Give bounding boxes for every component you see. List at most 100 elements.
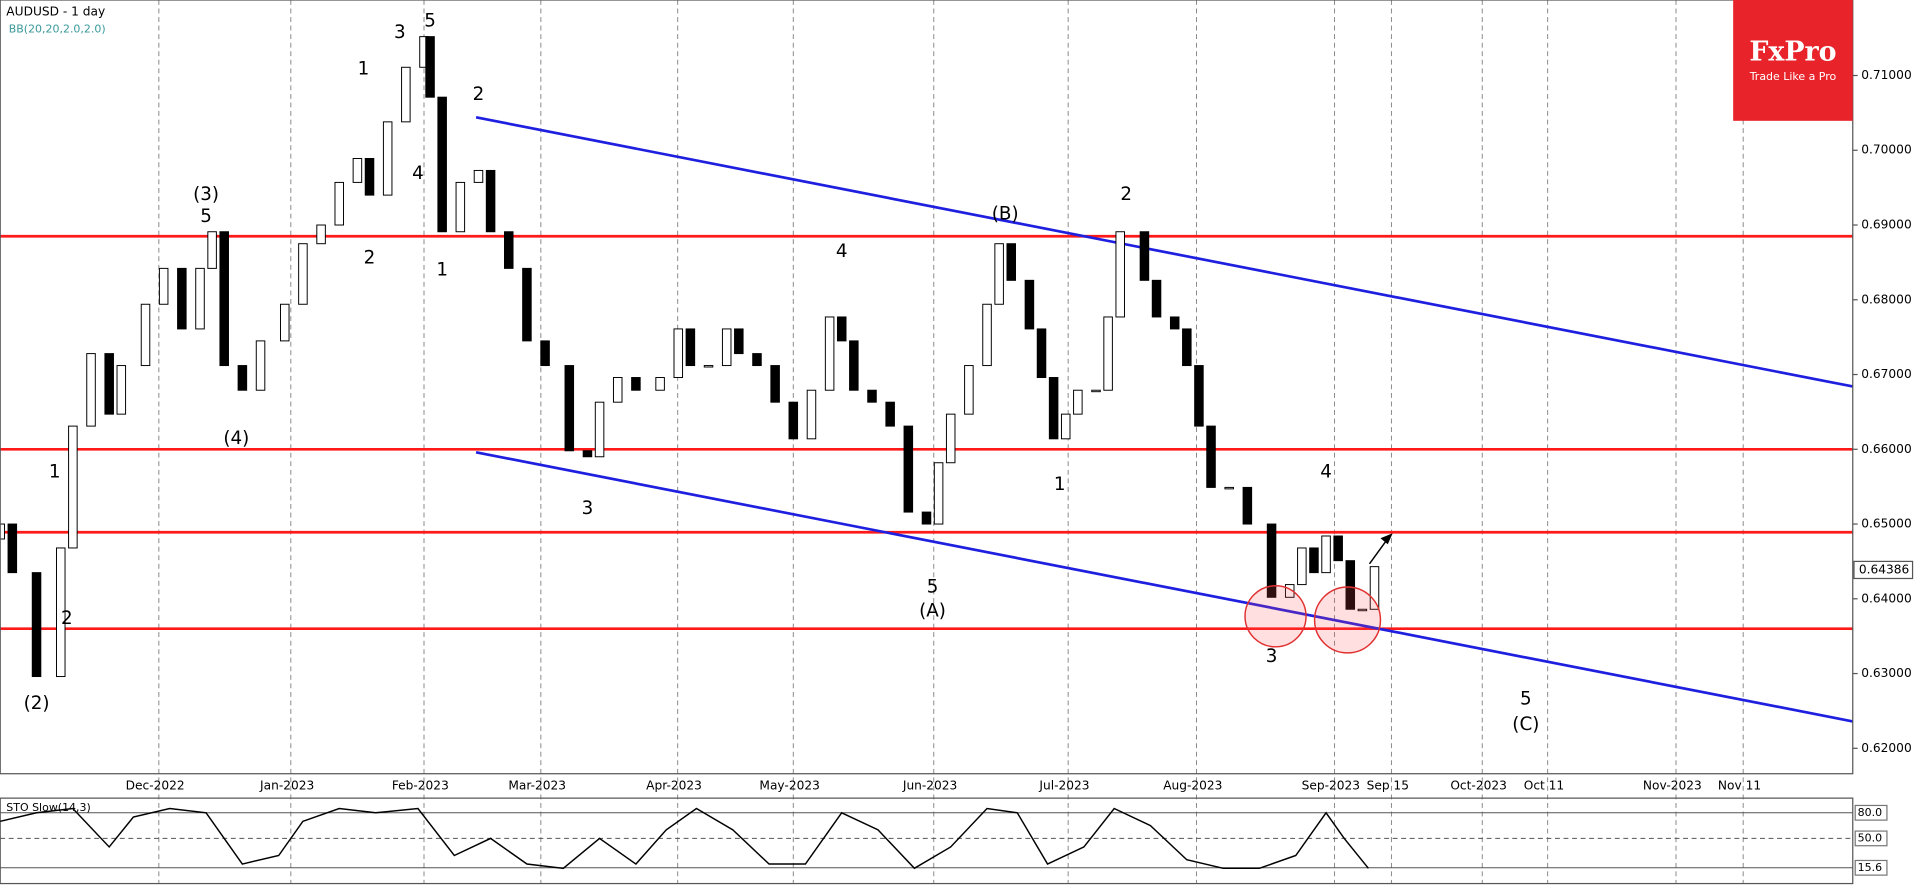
candle-body	[655, 377, 665, 391]
candle-body	[1006, 243, 1017, 281]
candle-body	[1266, 523, 1277, 598]
wave-label: 1	[358, 59, 370, 80]
candle-body	[982, 303, 992, 367]
oscillator-title: STO Slow(14,3)	[6, 801, 90, 814]
candle-body	[55, 547, 66, 678]
x-tick-label: Jul-2023	[1038, 778, 1089, 792]
candle-body	[219, 231, 229, 367]
candle-body	[685, 328, 696, 367]
candle-body	[885, 401, 895, 427]
candle-body	[316, 224, 326, 245]
candle-body	[31, 572, 42, 678]
candle-body	[1151, 279, 1162, 318]
candle-body	[334, 181, 345, 226]
x-tick-label: Apr-2023	[646, 778, 702, 792]
candle-body	[177, 267, 187, 330]
candle-body	[1091, 389, 1101, 393]
oscillator-level-tag	[1854, 859, 1888, 876]
candle-body	[382, 121, 393, 196]
wave-label: 2	[473, 84, 485, 105]
candle-body	[770, 365, 780, 403]
wave-label: 5	[200, 206, 212, 227]
main-frame	[0, 0, 1854, 775]
y-tick-label: 0.71000	[1861, 68, 1911, 82]
candle-body	[195, 267, 205, 330]
wave-label: (C)	[1512, 714, 1539, 735]
candle-body	[237, 365, 248, 391]
wave-label: 5	[1520, 689, 1532, 710]
x-tick-label: Mar-2023	[508, 778, 566, 792]
candle-body	[721, 328, 732, 367]
candle-body	[1224, 486, 1234, 490]
y-tick-label: 0.68000	[1861, 292, 1911, 306]
candle-body	[752, 353, 762, 367]
candle-body	[425, 36, 435, 98]
candle-body	[279, 303, 290, 342]
candle-body	[964, 365, 974, 415]
price-tag-label: 0.64386	[1859, 562, 1909, 576]
y-tick-label: 0.62000	[1861, 741, 1911, 755]
candle-body	[994, 243, 1004, 305]
candle-body	[1321, 535, 1331, 574]
candle-body	[1345, 560, 1356, 610]
candle-body	[867, 389, 877, 403]
candle-body	[540, 340, 550, 367]
candle-body	[1060, 413, 1071, 440]
wave-label: 3	[582, 498, 594, 519]
x-tick-label: Nov 11	[1718, 778, 1761, 792]
candle-body	[86, 353, 96, 427]
candle-body	[945, 413, 956, 464]
candle-body	[1024, 279, 1035, 330]
candle-body	[522, 267, 532, 342]
oscillator-line	[0, 807, 1369, 870]
highlight-circle	[1313, 586, 1382, 654]
x-tick-label: Nov-2023	[1643, 778, 1702, 792]
wave-label: (B)	[992, 204, 1019, 225]
wave-label: 4	[412, 163, 424, 184]
candle-body	[1194, 365, 1204, 427]
candle-body	[207, 231, 217, 269]
x-tick-label: Oct-2023	[1450, 778, 1507, 792]
candle-body	[255, 340, 266, 391]
x-tick-label: Dec-2022	[126, 778, 185, 792]
channel-line	[475, 450, 1854, 723]
candle-body	[788, 401, 799, 440]
wave-label: 4	[1320, 461, 1332, 482]
wave-label: 2	[1120, 184, 1132, 205]
indicator-label: BB(20,20,2.0,2.0)	[9, 22, 106, 35]
candle-body	[824, 316, 835, 391]
candle-body	[7, 523, 18, 574]
candle-body	[631, 377, 641, 391]
candle-body	[352, 157, 363, 183]
candle-body	[1357, 608, 1368, 612]
candle-body	[364, 157, 375, 196]
candle-body	[68, 425, 78, 549]
candle-body	[564, 365, 575, 452]
chart-title: AUDUSD - 1 day	[6, 5, 105, 19]
candle-body	[485, 169, 496, 233]
candle-body	[836, 316, 847, 342]
candle-body	[401, 66, 411, 123]
candle-body	[1369, 566, 1380, 610]
candle-body	[1115, 231, 1125, 318]
candle-body	[1309, 547, 1319, 574]
logo-slogan: Trade Like a Pro	[1749, 70, 1837, 83]
candle-body	[1169, 316, 1180, 330]
x-tick-label: Jan-2023	[259, 778, 314, 792]
candle-body	[1242, 486, 1253, 525]
candle-body	[1036, 328, 1047, 379]
x-tick-label: Oct 11	[1524, 778, 1564, 792]
candle-body	[849, 340, 859, 391]
candle-body	[903, 425, 914, 513]
candle-body	[140, 303, 151, 367]
oscillator-frame	[0, 797, 1854, 885]
wave-label: 1	[1054, 474, 1066, 495]
y-tick-label: 0.66000	[1861, 442, 1911, 456]
candle-body	[1073, 389, 1083, 415]
candle-body	[594, 401, 605, 458]
candle-body	[806, 389, 817, 440]
wave-label: (4)	[223, 428, 249, 449]
wave-label: 4	[836, 241, 848, 262]
logo	[1733, 0, 1853, 121]
